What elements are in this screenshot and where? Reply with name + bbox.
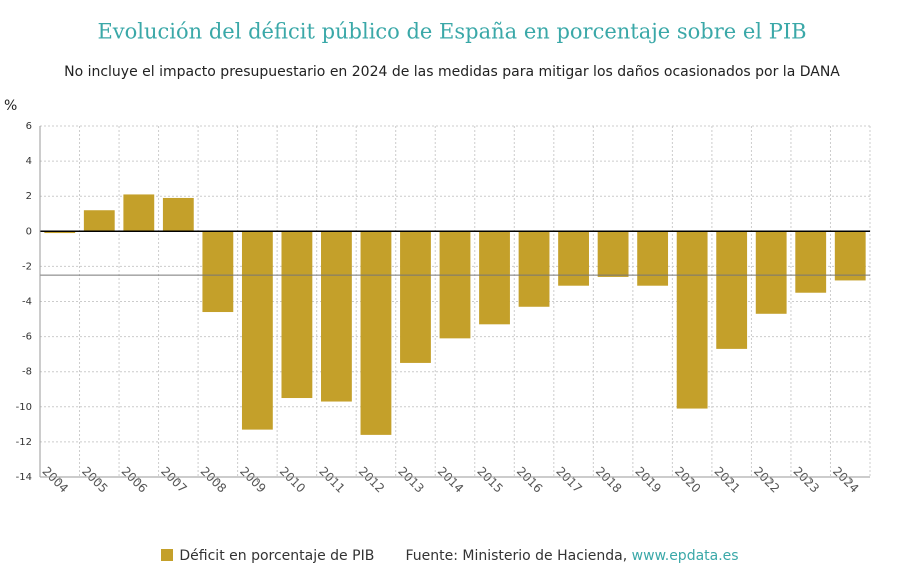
bar xyxy=(795,231,827,293)
x-tick-label: 2020 xyxy=(672,464,703,495)
x-tick-label: 2016 xyxy=(514,464,545,495)
source: Fuente: Ministerio de Hacienda, xyxy=(405,548,628,564)
x-tick-label: 2011 xyxy=(316,464,347,495)
chart: Evolución del déficit público de España … xyxy=(4,20,871,496)
x-tick-label: 2017 xyxy=(553,464,584,495)
y-tick-label: 2 xyxy=(26,191,32,202)
y-tick-label: -14 xyxy=(16,472,32,483)
chart-title: Evolución del déficit público de España … xyxy=(97,20,806,44)
bar xyxy=(637,231,669,286)
y-tick-label: -6 xyxy=(22,332,32,343)
x-tick-label: 2014 xyxy=(435,464,466,495)
legend-swatch xyxy=(161,549,174,561)
x-tick-label: 2019 xyxy=(632,464,663,495)
x-tick-label: 2009 xyxy=(237,464,268,495)
bar xyxy=(597,231,629,277)
bar xyxy=(241,231,273,430)
y-tick-label: -2 xyxy=(22,261,32,272)
y-tick-label: -12 xyxy=(16,437,32,448)
bar xyxy=(716,231,748,349)
bar xyxy=(202,231,234,313)
x-tick-label: 2005 xyxy=(79,464,110,495)
x-tick-label: 2015 xyxy=(474,464,505,495)
bar xyxy=(44,231,76,234)
bar xyxy=(360,231,392,435)
bar xyxy=(439,231,471,339)
y-tick-label: 0 xyxy=(26,226,32,237)
y-tick-label: 4 xyxy=(26,156,32,167)
legend-label: Déficit en porcentaje de PIB xyxy=(179,548,375,564)
bar xyxy=(162,197,194,232)
y-tick-label: 6 xyxy=(26,121,32,132)
bar xyxy=(479,231,510,325)
chart-subtitle: No incluye el impacto presupuestario en … xyxy=(64,64,840,80)
x-tick-label: 2024 xyxy=(830,464,861,495)
source-link[interactable]: www.epdata.es xyxy=(631,548,739,564)
x-tick-label: 2018 xyxy=(593,464,624,495)
bar xyxy=(123,194,155,232)
x-tick-label: 2010 xyxy=(277,464,308,495)
y-axis-label: % xyxy=(4,98,17,114)
x-tick-label: 2004 xyxy=(40,464,71,495)
legend: Déficit en porcentaje de PIB Fuente: Min… xyxy=(0,548,900,564)
bar xyxy=(400,231,431,363)
bar xyxy=(676,231,708,409)
x-tick-label: 2012 xyxy=(356,464,387,495)
bar xyxy=(755,231,787,314)
x-tick-label: 2007 xyxy=(158,464,189,495)
bar xyxy=(83,210,115,232)
x-tick-label: 2022 xyxy=(751,464,782,495)
bar xyxy=(834,231,866,281)
bar xyxy=(321,231,352,402)
x-tick-label: 2008 xyxy=(198,464,229,495)
bar xyxy=(518,231,550,307)
y-tick-label: -4 xyxy=(22,297,32,308)
x-tick-label: 2021 xyxy=(711,464,742,495)
bar xyxy=(281,231,313,399)
x-tick-label: 2013 xyxy=(395,464,426,495)
x-tick-label: 2023 xyxy=(791,464,822,495)
y-tick-label: -8 xyxy=(22,367,32,378)
y-tick-label: -10 xyxy=(16,402,32,413)
x-tick-label: 2006 xyxy=(119,464,150,495)
bar xyxy=(558,231,589,286)
